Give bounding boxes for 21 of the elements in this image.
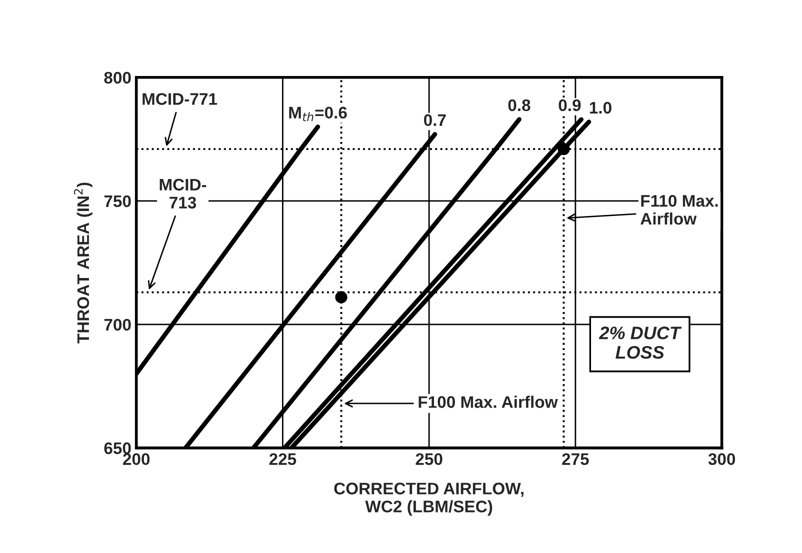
series-label: M$_{th}$=0.6 (289, 106, 347, 122)
series-label: 0.8 (508, 99, 530, 112)
series-label: 1.0 (590, 102, 612, 114)
y-tick-label: 800 (104, 72, 131, 84)
y-axis-title: THROAT AREA (IN$^{2}$) (74, 182, 92, 344)
ref-line-label: MCID- 713 (160, 178, 206, 209)
y-tick-label: 750 (104, 195, 131, 208)
x-tick-label: 225 (269, 453, 296, 466)
annotation: 2% DUCT LOSS (598, 326, 682, 359)
ref-line-label: F100 Max. Airflow (418, 396, 558, 408)
x-tick-label: 275 (562, 453, 589, 466)
y-tick-label: 650 (104, 442, 131, 454)
series-label: 0.9 (558, 99, 581, 112)
ref-line-label: F110 Max. Airflow (640, 194, 718, 225)
y-tick-label: 700 (104, 318, 131, 331)
ref-line-label: MCID-771 (142, 93, 218, 105)
series-label: 0.7 (424, 114, 446, 126)
x-axis-title: CORRECTED AIRFLOW, WC2 (LBM/SEC) (334, 482, 524, 516)
x-tick-label: 200 (123, 453, 150, 466)
x-tick-label: 250 (416, 453, 442, 466)
x-tick-label: 300 (708, 453, 736, 466)
